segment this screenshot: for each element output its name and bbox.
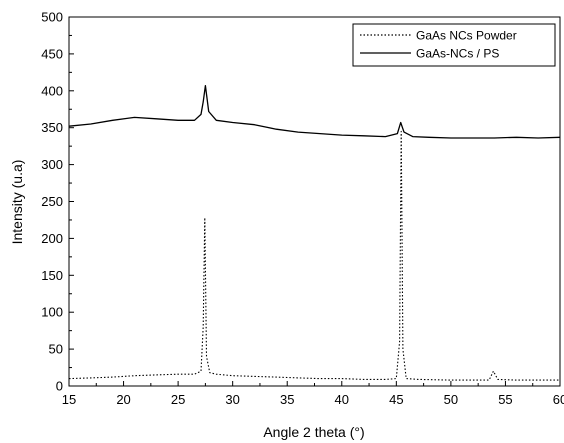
- y-tick-label: 200: [41, 231, 63, 246]
- x-tick-label: 50: [444, 392, 458, 407]
- x-tick-label: 20: [116, 392, 130, 407]
- y-tick-label: 450: [41, 46, 63, 61]
- axis-ticks: 15 20 25 30 35 40 45 50 55 60 0 50 100 150 200 250 300 35…: [41, 10, 564, 408]
- series-powder-line: [68, 130, 560, 381]
- x-tick-label: 30: [225, 392, 239, 407]
- x-tick-label: 15: [62, 392, 76, 407]
- y-tick-label: 500: [41, 10, 63, 25]
- legend-label-powder: GaAs NCs Powder: [416, 29, 517, 43]
- y-tick-label: 400: [41, 83, 63, 98]
- x-axis-title: Angle 2 theta (°): [263, 424, 364, 440]
- x-tick-label: 25: [171, 392, 185, 407]
- x-tick-label: 45: [389, 392, 403, 407]
- series-layer: [68, 84, 561, 381]
- y-tick-label: 150: [41, 268, 63, 283]
- x-tick-label: 40: [335, 392, 349, 407]
- y-tick-label: 300: [41, 157, 63, 172]
- x-tick-label: 55: [498, 392, 512, 407]
- series-ps-line: [68, 84, 561, 139]
- plot-frame: [68, 16, 561, 387]
- y-tick-label: 0: [56, 379, 63, 394]
- y-tick-label: 100: [41, 305, 63, 320]
- x-tick-label: 35: [280, 392, 294, 407]
- x-tick-label: 60: [553, 392, 564, 407]
- y-axis-title: Intensity (u.a): [9, 160, 25, 245]
- y-tick-label: 250: [41, 194, 63, 209]
- legend-label-ps: GaAs-NCs / PS: [416, 47, 499, 61]
- legend: GaAs NCs Powder GaAs-NCs / PS: [352, 23, 556, 67]
- y-tick-label: 50: [49, 342, 63, 357]
- y-tick-label: 350: [41, 120, 63, 135]
- legend-box: [352, 23, 556, 67]
